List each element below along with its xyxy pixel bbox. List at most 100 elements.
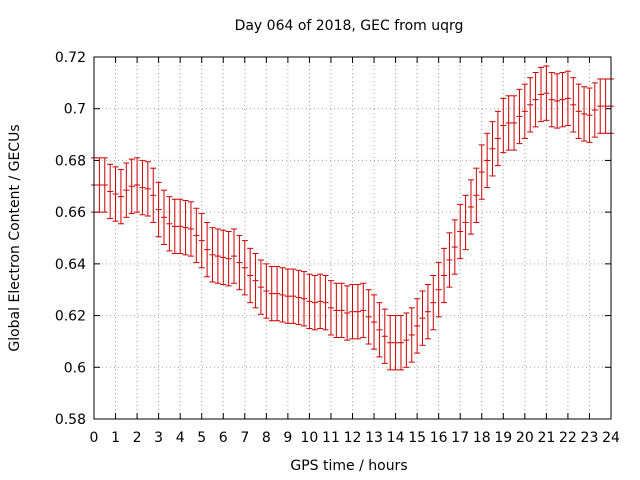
data-point [107,163,114,220]
data-point [306,273,313,329]
data-point [537,66,544,123]
x-tick-label: 23 [581,430,599,446]
data-point [467,179,474,235]
data-point [166,196,173,252]
data-point [279,267,286,323]
x-tick-label: 14 [387,430,405,446]
data-point [591,82,598,138]
data-point [231,228,238,284]
x-tick-label: 3 [154,430,163,446]
data-point [532,72,539,128]
data-point [414,298,421,354]
data-point [511,95,518,151]
data-point [301,271,308,327]
data-point [139,159,146,216]
data-point [586,87,593,143]
data-point [187,201,194,257]
data-point [144,161,151,217]
data-point [457,203,464,260]
grid-lines [94,57,611,419]
data-point [177,198,184,255]
data-point [484,132,491,189]
y-tick-label: 0.66 [55,205,86,221]
data-point [274,265,281,322]
data-point [462,194,469,251]
data-point [123,162,130,218]
data-point [505,95,512,151]
data-point [204,221,211,278]
data-point [344,285,351,341]
data-point [182,200,189,256]
data-point [581,86,588,142]
data-point [349,284,356,340]
data-point [521,83,528,139]
x-tick-label: 5 [197,430,206,446]
data-point [257,259,264,315]
data-point [333,282,340,339]
y-tick-label: 0.64 [55,257,86,273]
x-tick-label: 19 [494,430,512,446]
data-point [575,83,582,139]
data-point [338,282,345,339]
data-point [311,274,318,331]
x-tick-label: 24 [602,430,620,446]
data-point [322,274,329,331]
x-tick-label: 15 [408,430,426,446]
x-tick-label: 20 [516,430,534,446]
data-point [101,157,108,213]
data-point [494,110,501,167]
x-tick-label: 18 [473,430,491,446]
data-point [500,97,507,154]
data-point [128,158,135,214]
data-point [430,274,437,331]
data-point [284,268,291,324]
x-axis-label: GPS time / hours [290,458,407,474]
data-point [451,219,458,275]
data-point [268,265,275,322]
x-tick-label: 21 [537,430,555,446]
data-point [171,198,178,255]
x-tick-label: 7 [240,430,249,446]
x-tick-label: 17 [451,430,469,446]
x-tick-label: 1 [111,430,120,446]
data-point [548,72,555,128]
data-point [198,212,205,269]
x-tick-label: 2 [133,430,142,446]
data-point [150,167,157,223]
x-tick-label: 16 [430,430,448,446]
data-point [295,269,302,326]
data-point [564,70,571,127]
x-tick-label: 13 [365,430,383,446]
y-tick-label: 0.58 [55,412,86,428]
data-point [252,253,259,309]
data-point [543,65,550,121]
data-point [419,290,426,346]
data-point [317,273,324,329]
data-point [371,294,378,350]
data-point [365,289,372,345]
data-point [376,302,383,358]
data-point [354,284,361,340]
x-tick-label: 6 [219,430,228,446]
data-point [263,263,270,319]
y-tick-label: 0.7 [64,102,86,118]
x-tick-label: 10 [301,430,319,446]
y-tick-label: 0.62 [55,309,86,325]
y-tick-label: 0.6 [64,360,86,376]
data-point [403,312,410,368]
data-point [247,247,254,304]
data-point [155,181,162,238]
data-point [570,77,577,133]
y-tick-label: 0.72 [55,50,86,66]
data-series [91,65,614,371]
x-tick-label: 12 [344,430,362,446]
data-point [209,227,216,283]
data-point [597,78,604,134]
data-point [290,268,297,324]
data-point [441,247,448,304]
data-point [473,167,480,223]
data-point [408,307,415,363]
data-point [134,157,141,213]
data-point [360,282,367,339]
data-point [112,166,119,222]
